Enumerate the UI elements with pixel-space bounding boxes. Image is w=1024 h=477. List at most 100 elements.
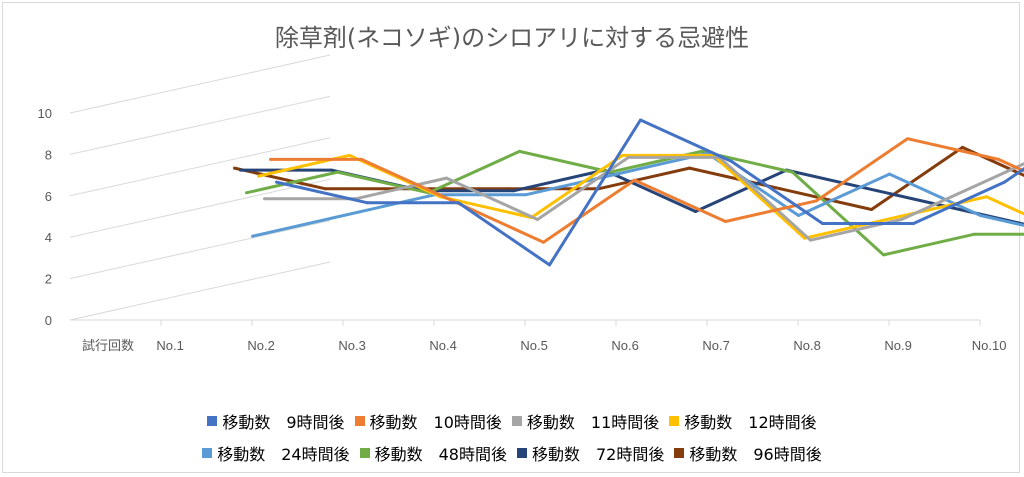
- x-tick-label: No.1: [156, 338, 183, 353]
- data-point: [961, 145, 964, 149]
- x-tick-label: No.5: [520, 338, 547, 353]
- data-point: [536, 218, 539, 221]
- data-point: [512, 189, 515, 193]
- data-point: [694, 210, 697, 213]
- data-point: [979, 214, 982, 217]
- series-lines: [233, 118, 1024, 267]
- legend-item: 移動数 12時間後: [669, 409, 817, 433]
- x-tick-label: No.10: [972, 338, 1007, 353]
- data-point: [518, 149, 521, 153]
- data-point: [1003, 180, 1006, 184]
- legend-item: 移動数 9時間後: [207, 409, 345, 433]
- gridline: [69, 54, 331, 114]
- data-point: [621, 153, 624, 157]
- data-point: [900, 218, 903, 221]
- y-tick-label: 4: [45, 230, 52, 245]
- data-point: [882, 253, 885, 257]
- data-point: [688, 166, 691, 170]
- legend-swatch: [669, 416, 680, 426]
- legend-swatch: [674, 448, 685, 458]
- data-point: [445, 176, 448, 180]
- x-tick-label: No.2: [247, 338, 274, 353]
- data-point: [724, 220, 727, 223]
- legend-label: 移動数 12時間後: [684, 413, 817, 432]
- data-point: [615, 172, 618, 176]
- legend-item: 移動数 96時間後: [674, 441, 822, 465]
- depth-axis-label: 試行回数: [82, 338, 134, 353]
- data-point: [797, 214, 800, 217]
- data-point: [275, 180, 278, 184]
- gridline: [69, 178, 331, 238]
- legend-row-1: 移動数 9時間後 移動数 10時間後 移動数 11時間後 移動数 12時間後: [0, 409, 1024, 433]
- y-tick-label: 6: [45, 189, 52, 204]
- x-tick-label: No.7: [702, 338, 729, 353]
- data-point: [457, 201, 460, 205]
- data-point: [548, 263, 551, 267]
- data-point: [257, 174, 260, 178]
- legend-item: 移動数 24時間後: [202, 441, 350, 465]
- gridline: [69, 95, 331, 155]
- data-point: [985, 195, 988, 199]
- data-point: [269, 157, 272, 161]
- data-point: [633, 178, 636, 182]
- data-point: [542, 240, 545, 244]
- y-tick-label: 2: [45, 272, 52, 287]
- x-tick-label: No.4: [429, 338, 456, 353]
- chart-title: 除草剤(ネコソギ)のシロアリに対する忌避性: [274, 24, 750, 52]
- data-point: [888, 172, 891, 176]
- gridline: [69, 220, 331, 280]
- data-point: [791, 170, 794, 174]
- data-point: [894, 216, 897, 219]
- data-point: [779, 187, 782, 191]
- series-line: [270, 137, 1024, 244]
- data-point: [360, 157, 363, 161]
- data-point: [700, 149, 703, 153]
- series-line: [234, 145, 1024, 211]
- data-point: [627, 155, 630, 159]
- data-point: [815, 199, 818, 203]
- data-point: [912, 222, 915, 225]
- legend-swatch: [354, 416, 365, 426]
- legend-label: 移動数 72時間後: [532, 445, 665, 464]
- legend-row-2: 移動数 24時間後 移動数 48時間後 移動数 72時間後 移動数 96時間後: [0, 441, 1024, 465]
- legend-item: 移動数 72時間後: [517, 441, 664, 465]
- data-point: [730, 159, 733, 163]
- data-point: [336, 170, 339, 174]
- data-point: [330, 168, 333, 172]
- data-point: [991, 176, 994, 180]
- y-tick-label: 8: [45, 147, 52, 162]
- data-point: [251, 234, 254, 238]
- legend-label: 移動数 9時間後: [222, 413, 345, 432]
- data-point: [233, 166, 236, 170]
- data-point: [876, 189, 879, 193]
- legend-item: 移動数 48時間後: [359, 441, 507, 465]
- x-tick-label: No.9: [884, 338, 911, 353]
- x-tick-label: No.6: [611, 338, 638, 353]
- data-point: [245, 191, 248, 195]
- legend-item: 移動数 10時間後: [354, 409, 502, 433]
- data-point: [870, 208, 873, 211]
- data-point: [366, 201, 369, 205]
- series-line: [246, 149, 1024, 257]
- data-point: [997, 157, 1000, 161]
- data-point: [809, 238, 812, 242]
- gridlines: [69, 54, 331, 321]
- legend-label: 移動数 24時間後: [217, 445, 350, 464]
- legend-label: 移動数 11時間後: [526, 413, 660, 432]
- data-point: [348, 153, 351, 157]
- series-line: [276, 118, 1024, 267]
- gridline: [69, 137, 331, 197]
- legend-swatch: [511, 416, 522, 426]
- legend-swatch: [359, 448, 370, 458]
- y-tick-label: 0: [45, 313, 52, 328]
- legend-label: 移動数 96時間後: [689, 445, 822, 464]
- x-tick-label: No.3: [338, 338, 365, 353]
- data-point: [263, 197, 266, 201]
- data-point: [639, 118, 642, 122]
- data-point: [342, 214, 345, 217]
- data-point: [906, 137, 909, 141]
- legend-label: 移動数 10時間後: [369, 413, 502, 432]
- x-tick-label: No.8: [793, 338, 820, 353]
- legend-label: 移動数 48時間後: [374, 445, 507, 464]
